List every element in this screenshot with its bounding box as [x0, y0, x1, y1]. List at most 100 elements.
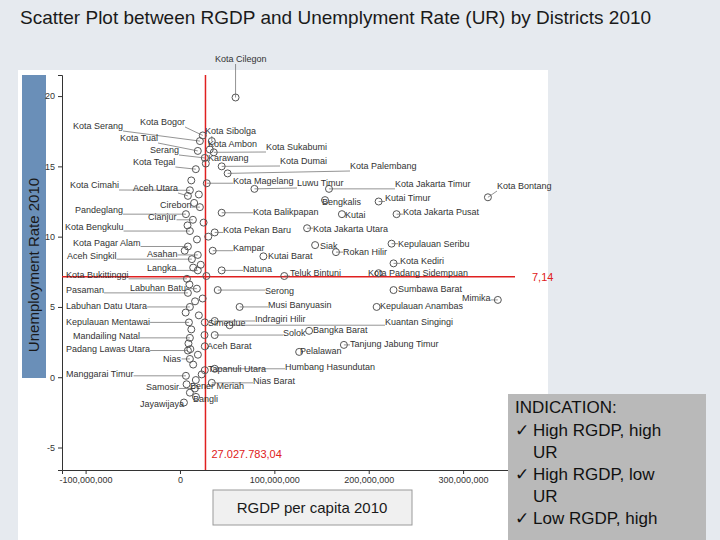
reference-label: 7,14	[532, 271, 553, 283]
point-label: Aceh Singkil	[67, 251, 117, 261]
indication-bullet: ✓	[515, 509, 529, 528]
point-label: Labuhan Batu	[130, 283, 186, 293]
data-point	[312, 242, 319, 249]
chart-svg: Scatter Plot between RGDP and Unemplymen…	[0, 0, 720, 540]
point-label: Kepulauan Anambas	[380, 301, 464, 311]
point-label: Cianjur	[148, 212, 177, 222]
data-point	[205, 233, 212, 240]
text-line: High RGDP, high	[533, 421, 661, 440]
y-tick: -5	[47, 443, 62, 453]
x-label-box	[213, 490, 412, 525]
x-tick: 200,000,000	[344, 470, 394, 485]
point-label: Luwu Timur	[297, 178, 344, 188]
point-label: Musi Banyuasin	[268, 300, 332, 310]
point-label: Kutai	[345, 210, 366, 220]
indication-item: Low RGDP, high	[533, 509, 657, 528]
point-label: Kota Cilegon	[215, 54, 267, 64]
point-label: Tapanuli Utara	[208, 364, 266, 374]
data-point	[191, 199, 198, 206]
chart-title: Scatter Plot between RGDP and Unemplymen…	[20, 7, 651, 28]
leader-line	[215, 335, 283, 336]
leader-line	[178, 254, 198, 255]
data-point	[200, 219, 207, 226]
y-tick-mark	[58, 448, 62, 449]
point-label: Pelalawan	[300, 346, 342, 356]
x-tick: 300,000,000	[439, 470, 489, 485]
data-point	[194, 351, 201, 358]
point-label: Kota Balikpapan	[253, 207, 319, 217]
y-tick-mark	[58, 96, 62, 97]
data-point	[195, 191, 202, 198]
leader-line	[228, 171, 350, 173]
point-label: Sumbawa Barat	[398, 284, 463, 294]
point-label: Kota Pagar Alam	[73, 238, 141, 248]
point-label: Kota Ambon	[208, 139, 257, 149]
point-label: Kota Bengkulu	[65, 222, 124, 232]
point-label: Kota Pekan Baru	[223, 225, 291, 235]
point-label: Teluk Bintuni	[290, 268, 341, 278]
point-label: Bangli	[193, 394, 218, 404]
x-tick-mark	[86, 470, 87, 474]
point-label: Aceh Utara	[133, 183, 178, 193]
leader-line	[336, 252, 343, 253]
leader-line	[488, 191, 497, 197]
point-label: Siak	[320, 241, 338, 251]
leader-line	[185, 127, 203, 135]
x-tick-mark	[463, 470, 464, 474]
point-label: Karawang	[208, 153, 249, 163]
x-axis: -100,000,0000100,000,000200,000,000300,0…	[60, 470, 516, 485]
data-point	[193, 236, 200, 243]
leader-line	[182, 358, 190, 359]
data-point	[181, 247, 188, 254]
x-tick: 0	[178, 470, 183, 485]
point-label: Langka	[147, 263, 177, 273]
point-label: Simeulue	[208, 318, 246, 328]
point-label: Kota Jakarta Timur	[395, 179, 471, 189]
point-label: Jayawijaya	[140, 399, 184, 409]
data-point	[260, 253, 267, 260]
data-point	[186, 281, 193, 288]
reference-label: 27.027.783,04	[211, 448, 281, 460]
point-label: Kota Sibolga	[205, 126, 256, 136]
point-label: Humbang Hasundutan	[285, 362, 375, 372]
leader-line	[179, 155, 205, 158]
y-tick-label: 20	[45, 91, 55, 101]
y-tick-mark	[58, 237, 62, 238]
point-label: Mimika	[462, 293, 491, 303]
y-tick: 20	[45, 91, 62, 101]
point-label: Kota Jakarta Utara	[313, 224, 388, 234]
x-tick-label: 0	[178, 475, 183, 485]
y-tick: 5	[50, 302, 62, 312]
y-tick-label: 0	[50, 373, 55, 383]
leader-line	[215, 232, 223, 233]
point-label: Kota Magelang	[233, 176, 294, 186]
x-tick-label: 200,000,000	[344, 475, 394, 485]
point-label: Solok	[283, 328, 306, 338]
point-label: Kota Palembang	[350, 161, 417, 171]
leader-line	[254, 188, 297, 190]
leader-line	[134, 375, 186, 376]
leader-line	[207, 183, 233, 184]
point-label: Pandeglang	[75, 205, 123, 215]
point-label: Bangka Barat	[313, 325, 368, 335]
point-label: Bener Meriah	[190, 381, 244, 391]
leader-line	[491, 299, 498, 300]
indication-title: INDICATION:	[515, 398, 617, 417]
leader-line	[186, 288, 197, 289]
leader-line	[140, 337, 190, 338]
point-label: Kampar	[233, 243, 265, 253]
leader-line	[150, 350, 188, 351]
y-tick-mark	[58, 166, 62, 167]
y-tick-label: 5	[50, 302, 55, 312]
point-label: Kota Jakarta Pusat	[403, 207, 480, 217]
y-tick-label: 10	[45, 232, 55, 242]
x-tick-mark	[180, 470, 181, 474]
leader-line	[141, 246, 188, 247]
data-point	[199, 295, 206, 302]
leader-line	[129, 278, 187, 279]
x-tick-label: 300,000,000	[439, 475, 489, 485]
data-point	[306, 327, 313, 334]
data-point	[198, 371, 205, 378]
data-point	[390, 287, 397, 294]
leader-line	[147, 306, 190, 307]
